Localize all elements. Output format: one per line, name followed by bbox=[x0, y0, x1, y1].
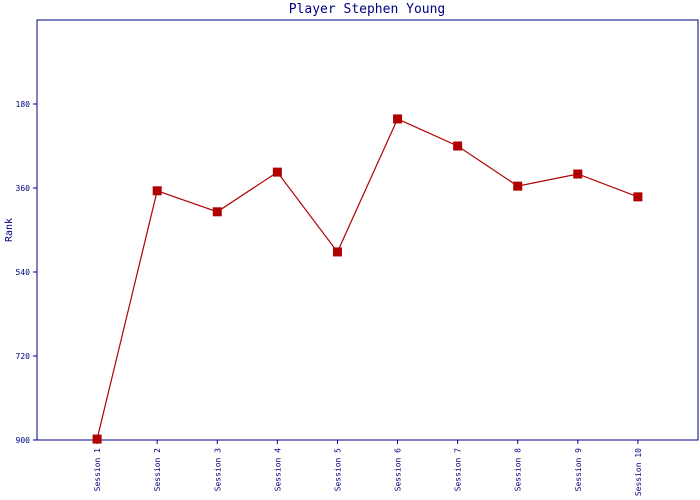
x-tick-label: Session 7 bbox=[454, 448, 463, 492]
x-tick-label: Session 4 bbox=[273, 448, 282, 492]
point bbox=[513, 181, 523, 191]
point bbox=[573, 169, 583, 179]
x-tick-label: Session 8 bbox=[514, 448, 523, 492]
x-tick-label: Session 2 bbox=[153, 448, 162, 492]
y-tick-label: 720 bbox=[16, 352, 31, 361]
y-tick-label: 360 bbox=[16, 184, 31, 193]
point bbox=[92, 434, 102, 444]
x-tick-label: Session 5 bbox=[333, 448, 342, 492]
plot-frame bbox=[36, 19, 699, 441]
point bbox=[332, 247, 342, 257]
y-tick-label: 540 bbox=[16, 268, 31, 277]
point bbox=[393, 114, 403, 124]
y-tick-label: 900 bbox=[16, 436, 31, 445]
point bbox=[633, 192, 643, 202]
y-axis-label: Rank bbox=[4, 218, 15, 242]
point bbox=[272, 167, 282, 177]
x-tick-label: Session 1 bbox=[93, 448, 102, 492]
x-tick-label: Session 6 bbox=[394, 448, 403, 492]
x-tick-label: Session 3 bbox=[213, 448, 222, 492]
point bbox=[453, 141, 463, 151]
line bbox=[96, 118, 639, 440]
chart-title: Player Stephen Young bbox=[289, 2, 446, 17]
x-tick-label: Session 9 bbox=[574, 448, 583, 492]
point bbox=[212, 207, 222, 217]
x-tick-label: Session 10 bbox=[634, 448, 643, 496]
point bbox=[152, 186, 162, 196]
y-tick-label: 180 bbox=[16, 100, 31, 109]
